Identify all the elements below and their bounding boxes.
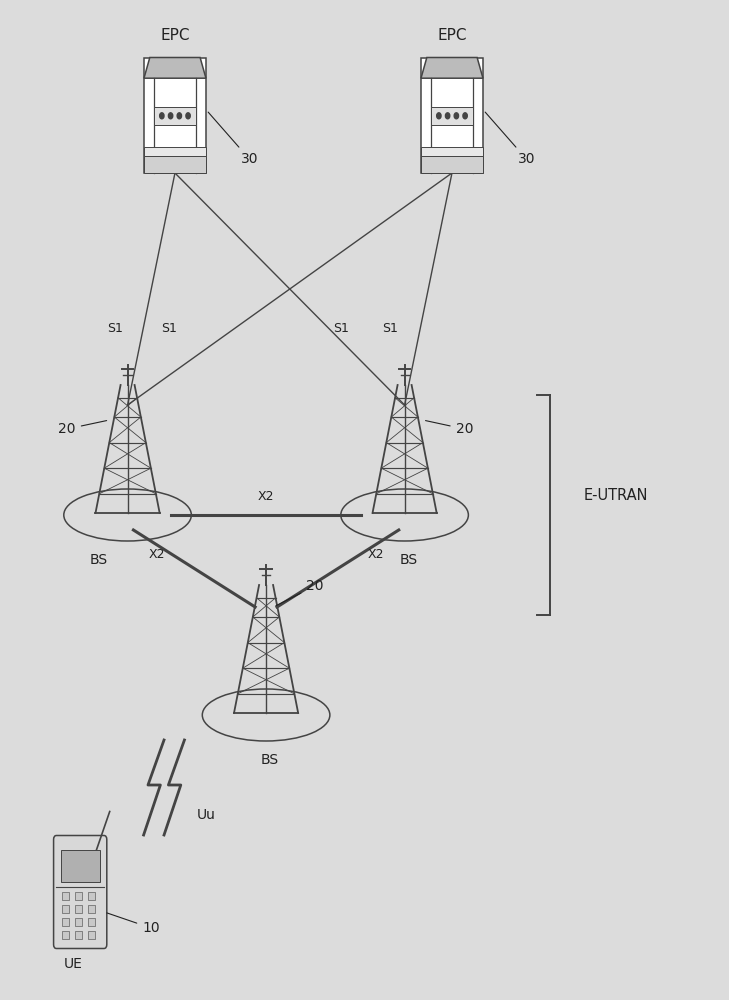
Bar	[144, 147, 206, 156]
Text: BS: BS	[90, 553, 107, 567]
Bar	[87, 904, 95, 912]
Bar	[61, 892, 69, 900]
Text: E-UTRAN: E-UTRAN	[583, 488, 647, 502]
Bar	[61, 850, 99, 882]
Circle shape	[454, 113, 459, 119]
Text: EPC: EPC	[437, 28, 467, 43]
Bar	[74, 930, 82, 938]
Bar	[74, 904, 82, 912]
Text: X2: X2	[149, 548, 165, 562]
Text: 20: 20	[276, 579, 324, 606]
Bar	[421, 156, 483, 172]
Bar	[87, 892, 95, 900]
Circle shape	[463, 113, 467, 119]
Circle shape	[437, 113, 441, 119]
Text: 20: 20	[426, 421, 473, 436]
Text: S1: S1	[333, 322, 349, 334]
Bar	[61, 918, 69, 926]
Text: S1: S1	[107, 322, 123, 334]
Text: X2: X2	[367, 548, 383, 562]
Text: S1: S1	[382, 322, 398, 334]
Text: S1: S1	[161, 322, 177, 334]
Circle shape	[168, 113, 173, 119]
Polygon shape	[421, 57, 483, 78]
Bar	[432, 107, 473, 125]
Bar	[155, 107, 195, 125]
Circle shape	[177, 113, 182, 119]
Circle shape	[160, 113, 164, 119]
Circle shape	[445, 113, 450, 119]
Text: Uu: Uu	[197, 808, 216, 822]
Text: 30: 30	[486, 112, 535, 166]
Text: BS: BS	[399, 553, 417, 567]
Circle shape	[186, 113, 190, 119]
Bar	[87, 930, 95, 938]
Bar	[74, 918, 82, 926]
Text: BS: BS	[261, 753, 278, 767]
Text: X2: X2	[258, 490, 274, 504]
Bar	[61, 904, 69, 912]
Text: 10: 10	[107, 913, 160, 935]
Text: 20: 20	[58, 421, 106, 436]
Text: UE: UE	[63, 957, 82, 971]
Bar	[144, 57, 206, 172]
Bar	[421, 57, 483, 172]
FancyBboxPatch shape	[54, 836, 107, 948]
Bar	[144, 156, 206, 172]
Text: EPC: EPC	[160, 28, 190, 43]
Text: 30: 30	[208, 112, 258, 166]
Bar	[87, 918, 95, 926]
Bar	[74, 892, 82, 900]
Bar	[421, 147, 483, 156]
Bar	[61, 930, 69, 938]
Polygon shape	[144, 57, 206, 78]
